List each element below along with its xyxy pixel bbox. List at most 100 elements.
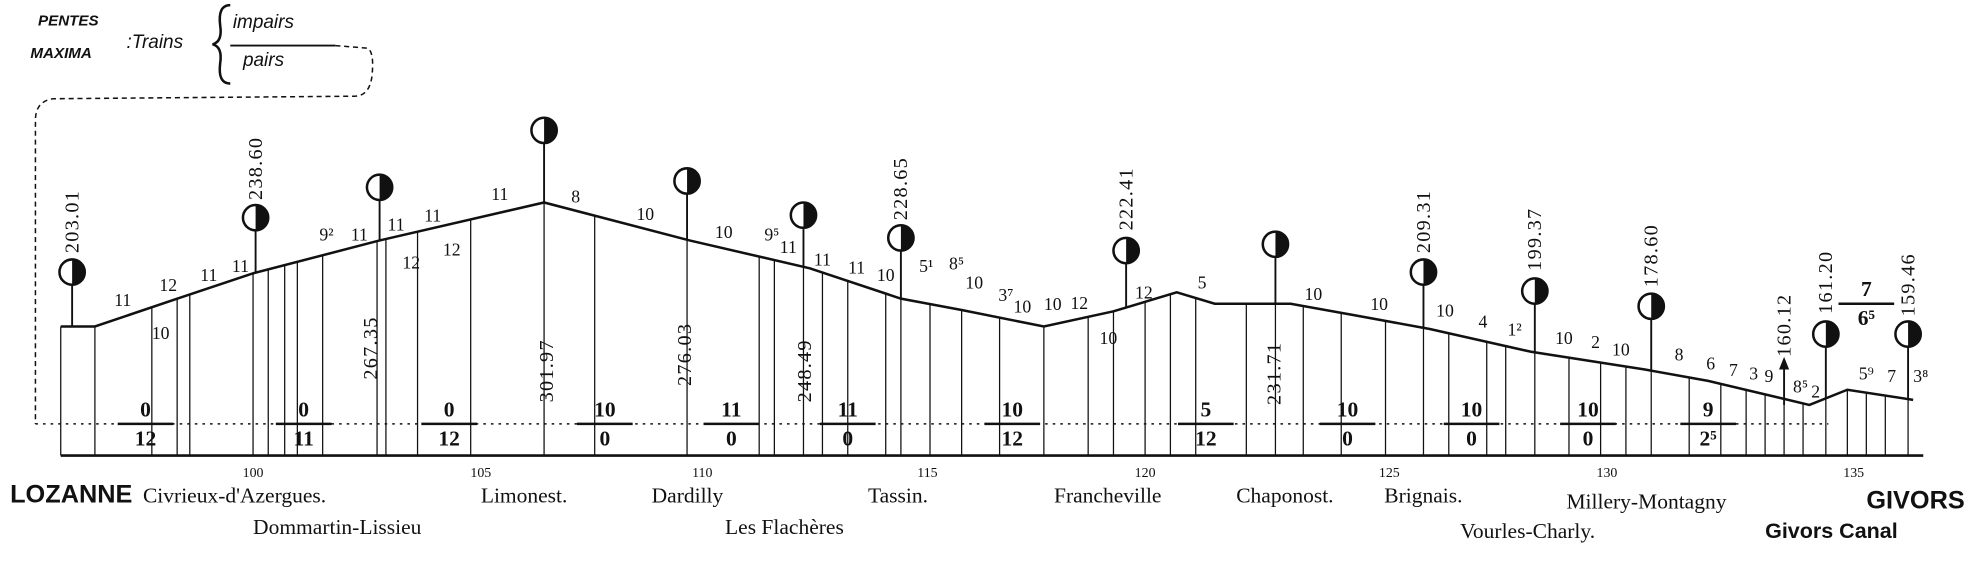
station-symbol-half (379, 174, 393, 200)
station-name: Tassin. (868, 483, 928, 507)
altitude: 222.41 (1115, 167, 1137, 230)
altitude: 301.97 (536, 339, 558, 402)
gradient-even: 0 (1466, 426, 1477, 450)
gradient-even: 0 (726, 426, 737, 450)
station-symbol-half (1908, 321, 1921, 347)
grade-label: 5⁹ (1859, 364, 1874, 384)
legend-line2: MAXIMA (30, 45, 92, 62)
gradient-even: 0 (842, 426, 853, 450)
grade-label: 12 (443, 240, 461, 260)
station-symbol-half (687, 168, 700, 194)
altitude: 267.35 (360, 316, 382, 379)
grade-label: 11 (200, 265, 217, 285)
altitude: 209.31 (1413, 190, 1435, 253)
station-symbol-half (1825, 321, 1839, 347)
grade-label: 10 (965, 273, 983, 293)
km-label: 130 (1597, 466, 1618, 481)
grade-label: 10 (1014, 297, 1032, 317)
station-symbol-half (1423, 259, 1437, 285)
grade-label: 12 (159, 275, 177, 295)
altitude: 276.03 (674, 323, 696, 386)
gradient-even: 0 (599, 426, 610, 450)
grade-label: 8 (1675, 345, 1684, 365)
km-label: 120 (1135, 466, 1156, 481)
legend-odd: impairs (233, 12, 295, 33)
grade-label: 3⁷ (998, 285, 1013, 305)
altitude: 199.37 (1524, 208, 1546, 271)
grade-label: 7 (1729, 360, 1738, 380)
km-label: 125 (1379, 466, 1400, 481)
grade-label: 9² (319, 224, 333, 244)
arrow-head (1779, 356, 1790, 370)
station-symbol-half (72, 259, 85, 285)
gradient-odd: 10 (1577, 397, 1599, 421)
legend: PENTES MAXIMA :Trains impairs pairs (30, 3, 374, 424)
grade-label: 11 (388, 214, 405, 234)
grade-label: 10 (1612, 340, 1630, 360)
grade-label: 11 (814, 250, 831, 270)
station-name: Millery-Montagny (1566, 490, 1726, 514)
station-symbol-half (1126, 237, 1139, 264)
altitude: 231.71 (1263, 342, 1285, 405)
gradient-even: 12 (438, 426, 460, 450)
station-name: Brignais. (1384, 483, 1462, 507)
grade-label: 11 (232, 256, 249, 276)
altitude: 238.60 (245, 137, 267, 200)
grade-label: 6 (1706, 354, 1715, 374)
km-label: 105 (470, 466, 491, 481)
legend-leader (34, 44, 374, 424)
grade-label: 8⁵ (1793, 376, 1808, 396)
grade-label: 4 (1479, 312, 1488, 332)
km-label: 110 (692, 466, 712, 481)
grade-label: 5¹ (919, 256, 933, 276)
station-symbol-half (255, 205, 269, 231)
gradient-odd: 0 (140, 397, 151, 421)
altitude: 248.49 (794, 339, 816, 402)
gradient-odd: 10 (1001, 397, 1023, 421)
grade-label: 7 (1887, 366, 1896, 386)
grade-label: 11 (114, 290, 131, 310)
grade-label: 10 (715, 222, 733, 242)
grade-label: 10 (877, 265, 895, 285)
altitude: 178.60 (1641, 224, 1663, 287)
grade-label: 10 (1305, 284, 1323, 304)
grade-label: 10 (636, 204, 654, 224)
gradient-odd: 10 (1337, 397, 1359, 421)
station-symbol-half (1651, 293, 1664, 319)
station-symbol-half (544, 117, 557, 144)
station-name: Civrieux-d'Azergues. (143, 483, 326, 507)
grade-label: 11 (780, 237, 797, 257)
grade-label: 12 (1070, 293, 1088, 313)
grade-label: 10 (1370, 294, 1388, 314)
gradient-odd: 11 (721, 397, 741, 421)
km-label: 100 (243, 466, 264, 481)
legend-even: pairs (242, 50, 285, 71)
grade-label: 11 (491, 184, 508, 204)
km-label: 135 (1843, 466, 1864, 481)
grade-label: 11 (424, 205, 441, 225)
gradient-odd: 0 (444, 397, 455, 421)
gradient-even: 0 (1583, 426, 1594, 450)
gradient-odd: 0 (298, 397, 309, 421)
gradient-odd: 7 (1861, 277, 1872, 301)
gradient-even: 2⁵ (1700, 426, 1717, 450)
km-label: 115 (917, 466, 937, 481)
altitude: 159.46 (1897, 253, 1919, 316)
altitude: 161.20 (1815, 251, 1837, 314)
grade-label: 11 (351, 224, 368, 244)
grade-label: 12 (402, 252, 420, 272)
grade-label: 9⁵ (764, 224, 779, 244)
station-name: Les Flachères (725, 515, 844, 539)
station-name: Dommartin-Lissieu (253, 515, 422, 539)
grade-label: 9 (1764, 366, 1773, 386)
gradient-even: 6⁵ (1858, 306, 1875, 330)
station-name: Vourles-Charly. (1460, 519, 1595, 543)
station-name: LOZANNE (10, 480, 132, 508)
station-name: Francheville (1054, 483, 1161, 507)
grade-label: 2 (1811, 381, 1820, 401)
gradient-even: 11 (294, 426, 314, 450)
gradient-even: 12 (1195, 426, 1217, 450)
grade-label: 10 (1555, 328, 1573, 348)
grade-label: 3 (1749, 364, 1758, 384)
